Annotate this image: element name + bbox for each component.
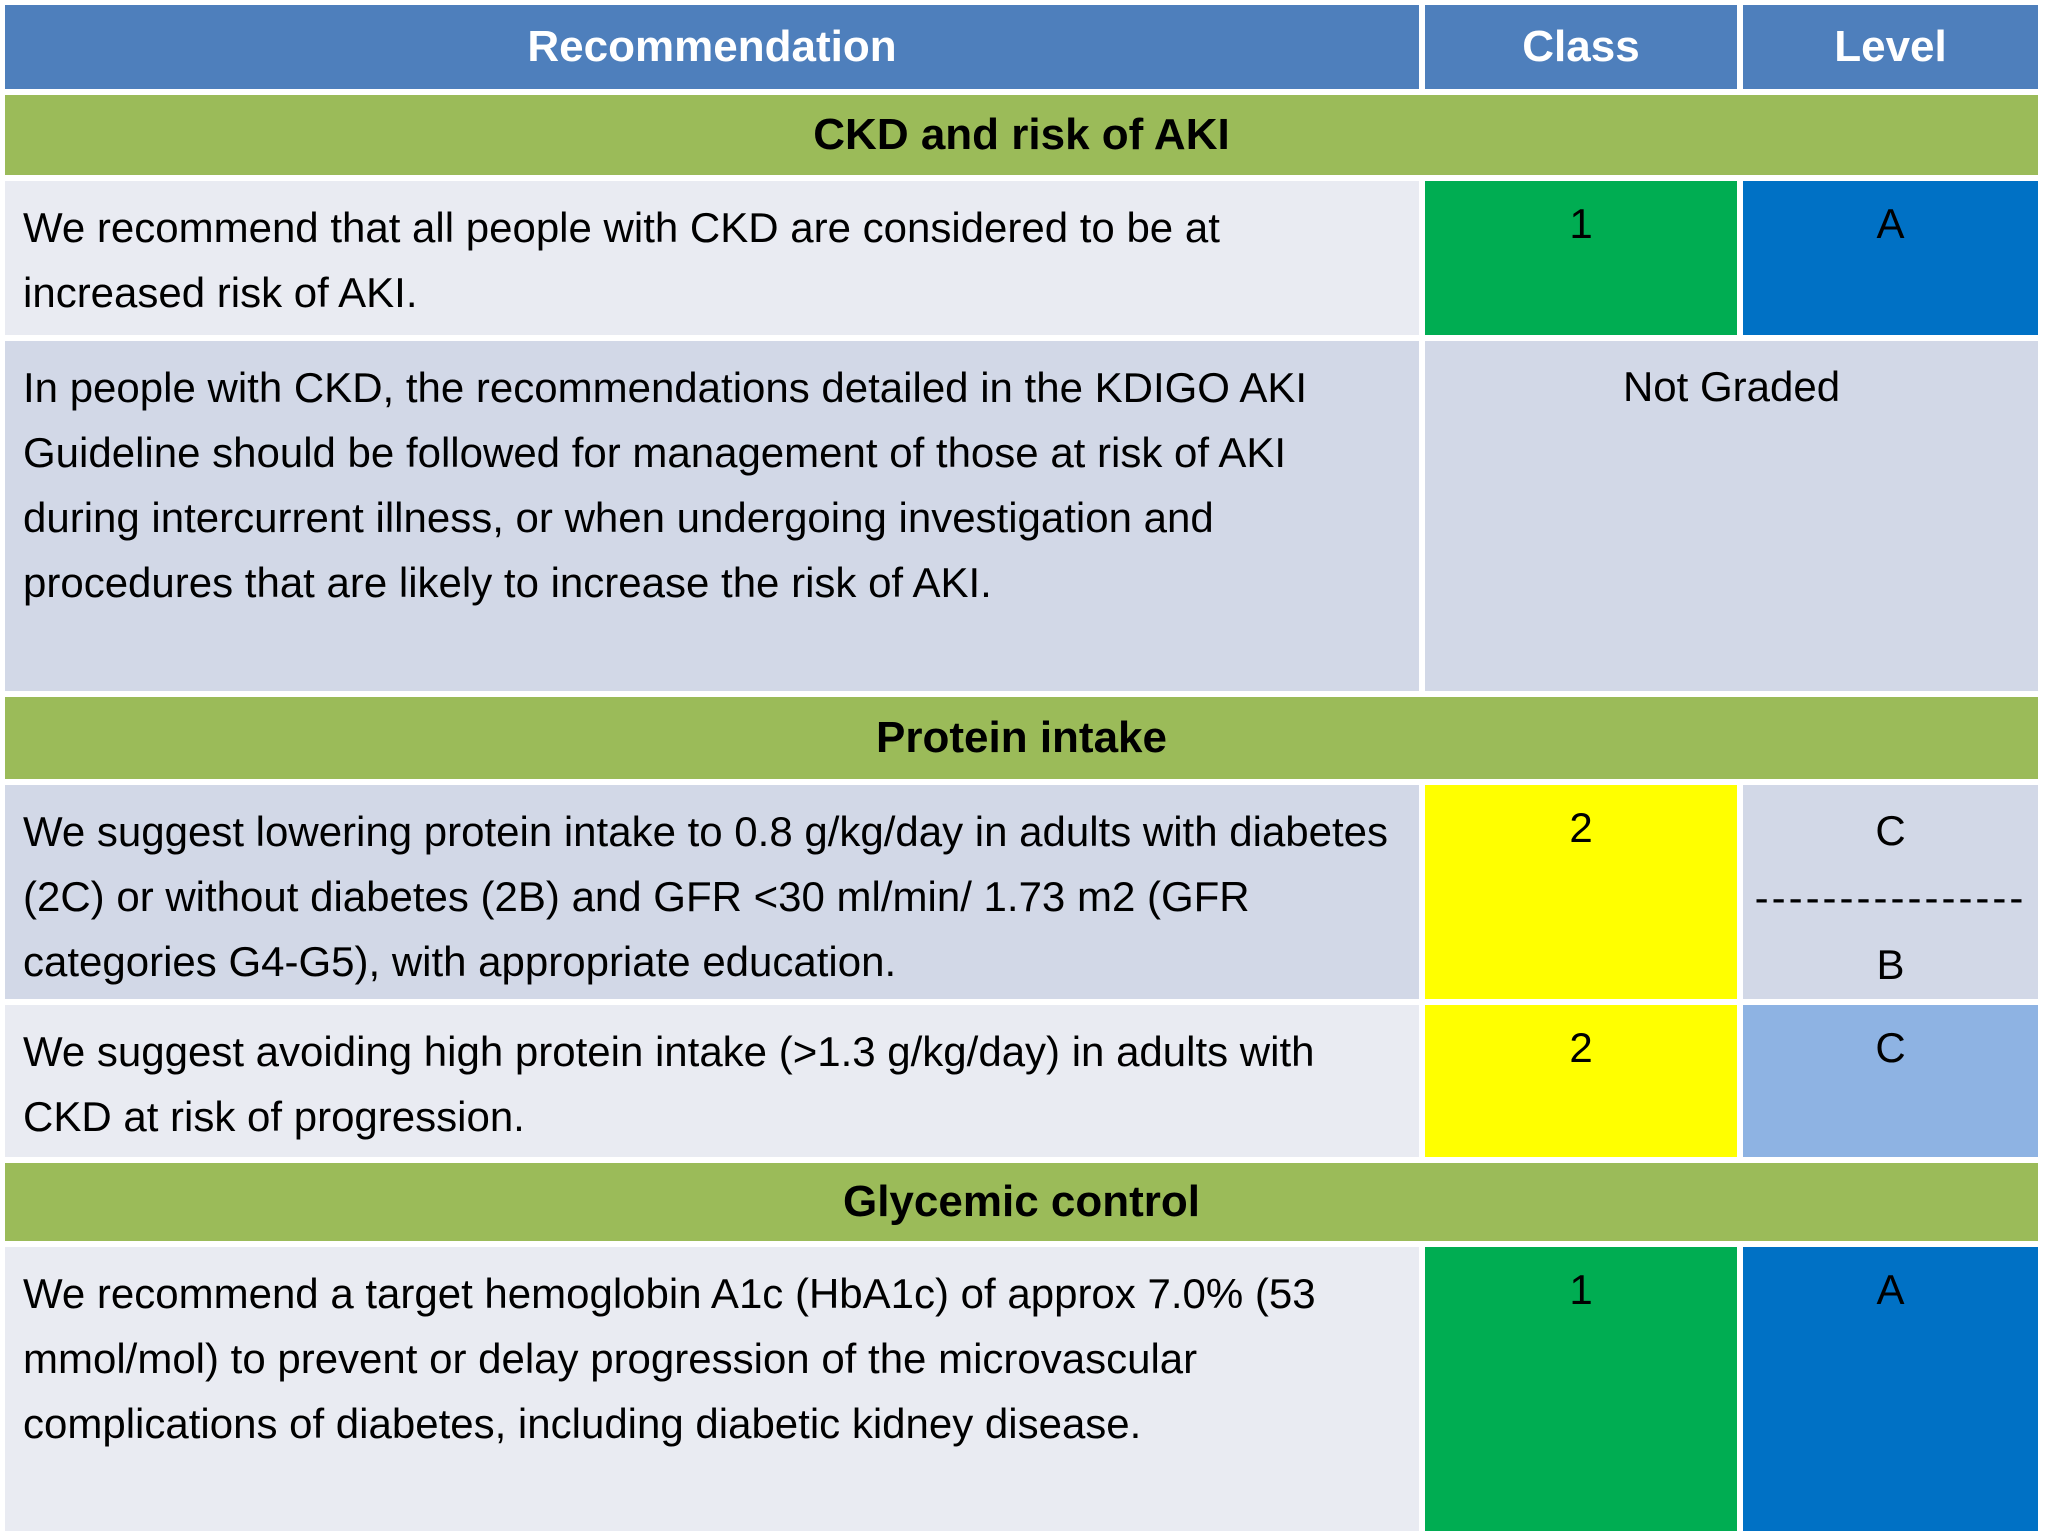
level-cell-ckd-1: A <box>1743 181 2038 335</box>
column-header-class: Class <box>1425 5 1737 89</box>
level-cell-protein-2: C <box>1743 1005 2038 1157</box>
class-cell-glycemic-1: 1 <box>1425 1247 1737 1531</box>
section-header-glycemic-control: Glycemic control <box>5 1163 2038 1241</box>
recommendation-text-glycemic-1: We recommend a target hemoglobin A1c (Hb… <box>5 1247 1419 1531</box>
recommendation-text-protein-1: We suggest lowering protein intake to 0.… <box>5 785 1419 999</box>
recommendation-text-ckd-2: In people with CKD, the recommendations … <box>5 341 1419 691</box>
section-header-ckd-and-risk-of-aki: CKD and risk of AKI <box>5 95 2038 175</box>
recommendation-text-protein-2: We suggest avoiding high protein intake … <box>5 1005 1419 1157</box>
column-header-level: Level <box>1743 5 2038 89</box>
level-cell-glycemic-1: A <box>1743 1247 2038 1531</box>
class-cell-ckd-1: 1 <box>1425 181 1737 335</box>
level-value-bottom: B <box>1876 941 1905 989</box>
recommendations-table: Recommendation Class Level CKD and risk … <box>5 5 2038 1531</box>
class-cell-protein-2: 2 <box>1425 1005 1737 1157</box>
recommendation-text-ckd-1: We recommend that all people with CKD ar… <box>5 181 1419 335</box>
column-header-recommendation: Recommendation <box>5 5 1419 89</box>
not-graded-cell: Not Graded <box>1425 341 2038 691</box>
level-value-top: C <box>1875 807 1906 854</box>
class-cell-protein-1: 2 <box>1425 785 1737 999</box>
section-header-protein-intake: Protein intake <box>5 697 2038 779</box>
level-divider-dashes: ---------------- <box>1754 874 2027 922</box>
level-cell-protein-1: C ---------------- B <box>1743 785 2038 999</box>
